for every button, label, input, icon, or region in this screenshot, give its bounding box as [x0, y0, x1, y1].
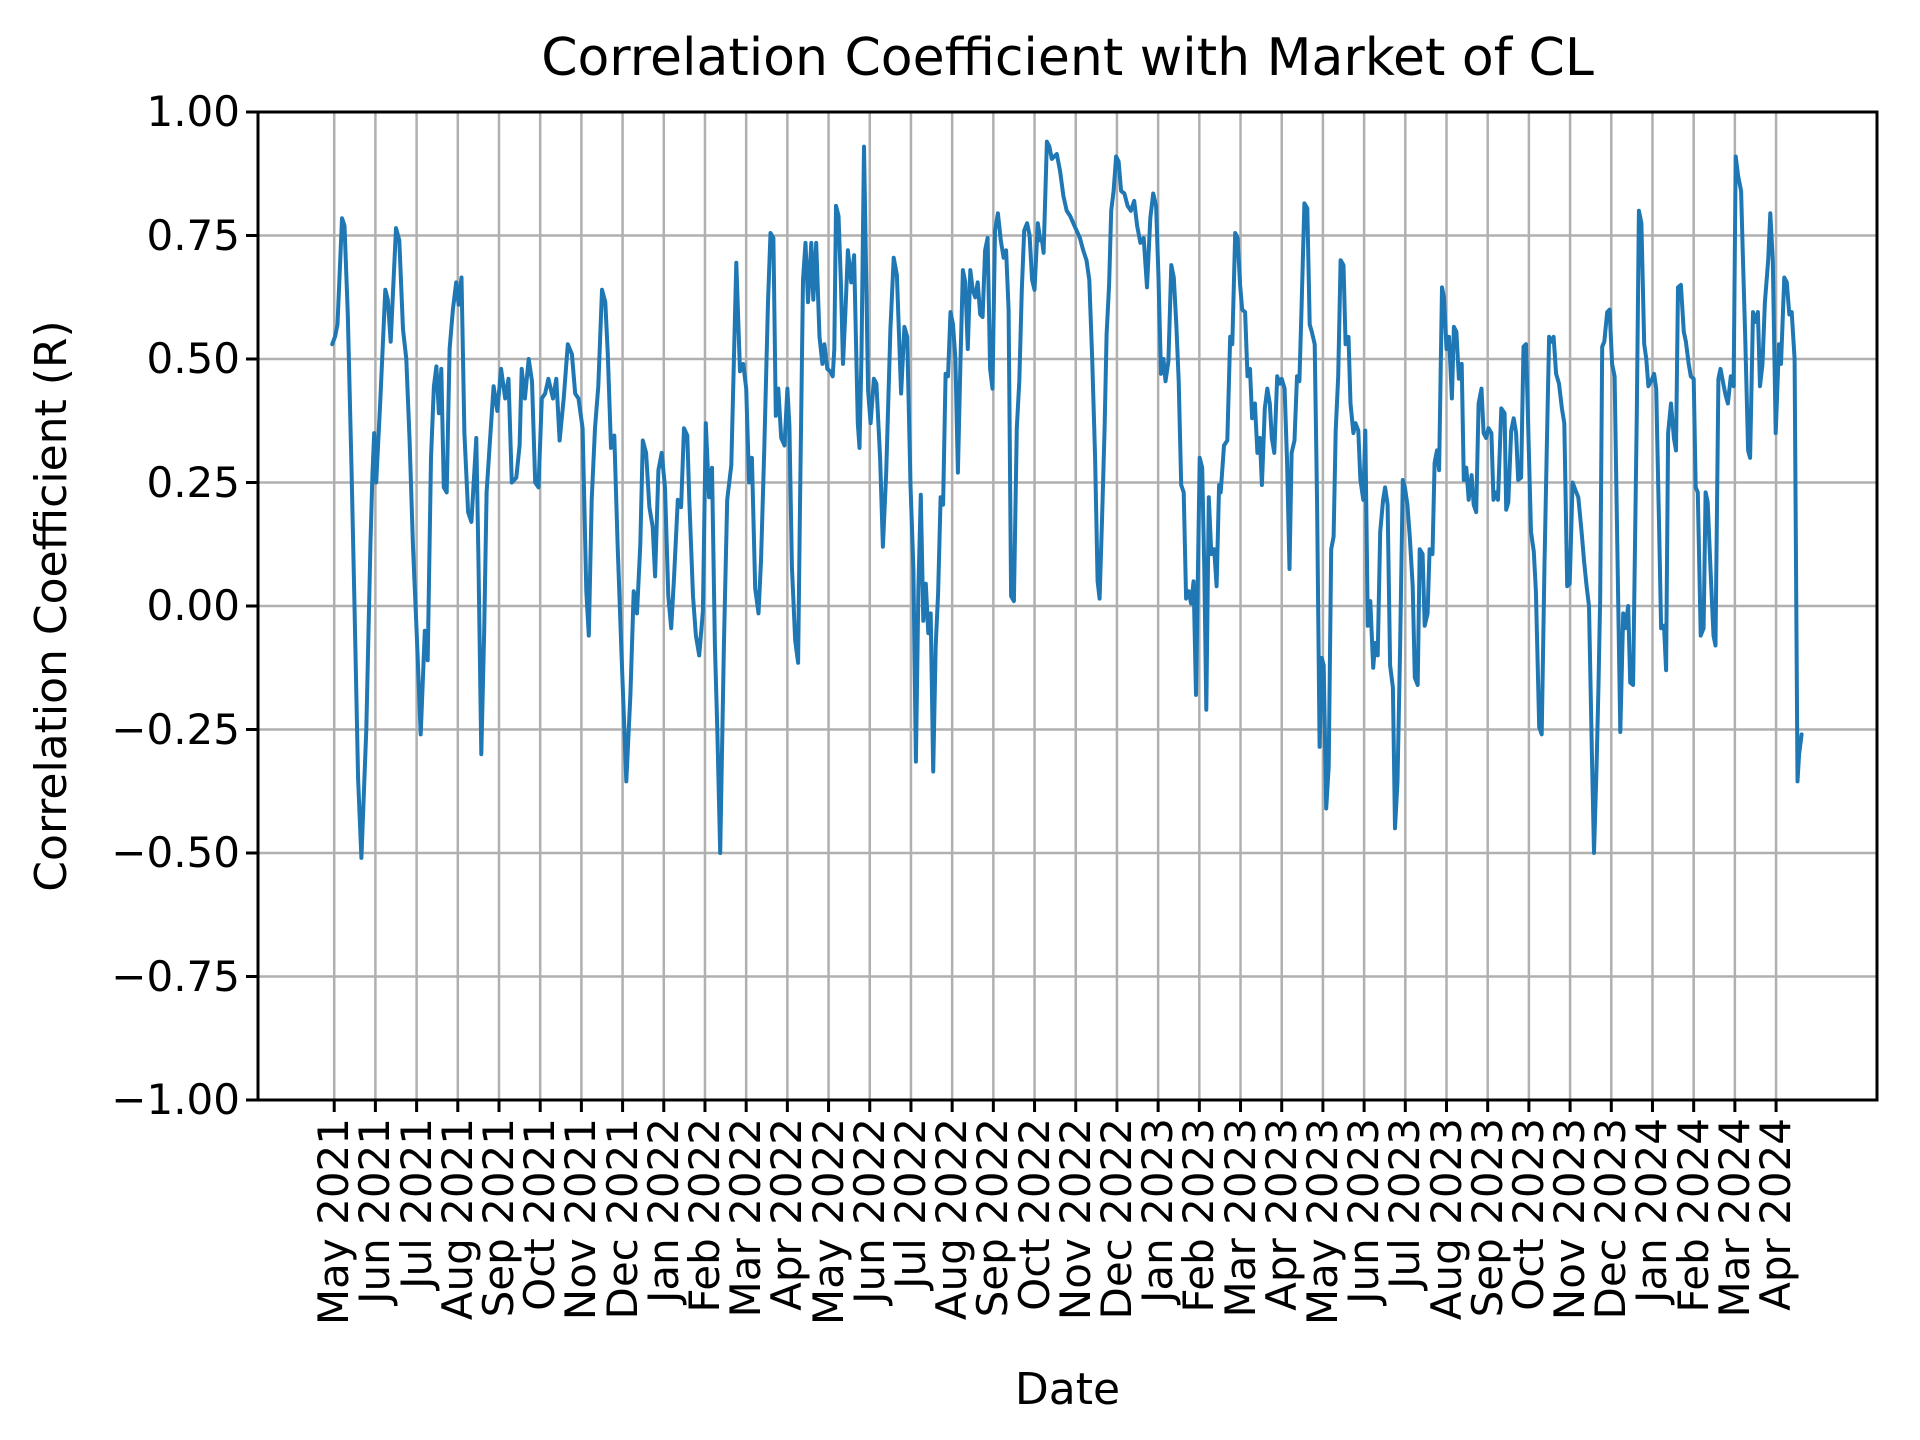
y-tick-label: −1.00	[111, 1075, 240, 1124]
x-tick-label: Jul 2023	[1380, 1118, 1430, 1289]
y-tick-label: −0.50	[111, 828, 240, 877]
correlation-line	[330, 139, 1804, 860]
y-tick-label: 0.25	[146, 457, 240, 507]
y-tick-label: 1.00	[146, 87, 240, 136]
y-tick-label: 0.50	[146, 334, 240, 383]
x-tick-label: Sep 2022	[968, 1118, 1018, 1318]
x-tick-label: Jun 2021	[350, 1118, 400, 1304]
x-tick-label: Mar 2023	[1215, 1118, 1265, 1318]
x-tick-label: Aug 2023	[1421, 1118, 1471, 1321]
x-tick-label: Oct 2022	[1009, 1118, 1059, 1311]
x-tick-label: Jul 2021	[391, 1118, 441, 1289]
axes-spines	[256, 110, 1879, 1102]
y-tick-label: 0.00	[146, 581, 240, 630]
y-tick-label: 0.75	[146, 210, 240, 260]
tick-marks	[246, 110, 1778, 1112]
x-tick-label: Jan 2024	[1627, 1118, 1677, 1303]
x-tick-label: Feb 2023	[1174, 1118, 1224, 1313]
y-axis-label: Correlation Coefficient (R)	[26, 320, 77, 892]
x-tick-label: May 2022	[803, 1118, 853, 1326]
x-tick-label: Apr 2024	[1751, 1118, 1801, 1311]
x-tick-label: Dec 2021	[597, 1118, 647, 1320]
chart-title: Correlation Coefficient with Market of C…	[541, 28, 1594, 88]
x-tick-label: Nov 2021	[556, 1118, 606, 1321]
y-tick-label: −0.25	[111, 704, 240, 754]
x-axis-label: Date	[1014, 1364, 1121, 1415]
y-tick-label: −0.75	[111, 951, 240, 1001]
x-tick-label: Apr 2022	[762, 1118, 812, 1311]
